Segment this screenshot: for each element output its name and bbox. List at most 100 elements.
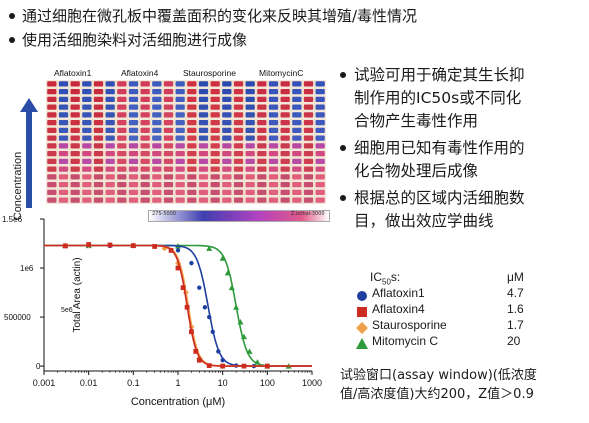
plate-well — [47, 197, 57, 203]
plate-well — [257, 197, 267, 203]
plate-well — [210, 143, 220, 149]
plate-well — [152, 166, 162, 172]
plate-well — [187, 88, 197, 95]
plate-well — [187, 166, 197, 172]
plate-well — [198, 166, 209, 172]
y-tick-label: 5e6 — [61, 307, 73, 314]
plate-well — [257, 189, 267, 196]
circle-marker-icon — [356, 287, 368, 306]
plate-well — [47, 143, 57, 149]
plate-well — [93, 112, 104, 118]
plate-well — [222, 81, 232, 87]
data-point — [130, 243, 136, 249]
plate-well — [233, 189, 244, 196]
plate-well — [210, 104, 220, 110]
right-bullet-3-line-2: 目，做出效应学曲线 — [354, 212, 494, 230]
plate-well — [93, 104, 104, 110]
data-point — [240, 333, 247, 340]
plate-well — [93, 174, 104, 180]
plate-well — [117, 197, 127, 203]
plate-well — [58, 158, 69, 165]
plate-well — [58, 119, 69, 126]
x-tick-label: 0.01 — [80, 378, 98, 388]
bullet-dot — [9, 13, 15, 19]
dose-response-chart: 0.001 0.01 0.1 1 10 100 1000 1.5e6 1e6 500000 0 5e6… — [2, 215, 322, 408]
plate-well — [93, 143, 104, 149]
right-bullet-1-line-3: 合物产生毒性作用 — [354, 112, 479, 130]
plate-well — [47, 96, 57, 103]
plate-well — [163, 174, 174, 180]
plate-well — [128, 174, 139, 180]
plate-well — [210, 119, 220, 126]
plate-well — [152, 96, 162, 103]
x-tick-label: 100 — [260, 378, 275, 388]
y-axis-label: Total Area (actin) — [72, 257, 83, 332]
plate-well — [47, 135, 57, 141]
plate-well — [175, 197, 185, 203]
plate-well — [117, 135, 127, 141]
plate-well — [152, 189, 162, 196]
colorbar-right-label: Z.lethal-3000 — [291, 211, 325, 217]
plate-well — [117, 166, 127, 172]
data-point — [207, 314, 212, 320]
plate-well — [128, 166, 139, 172]
plate-well — [47, 181, 57, 188]
plate-well — [257, 88, 267, 95]
chart-axes — [40, 218, 313, 375]
plate-well — [315, 112, 325, 118]
plate-well — [93, 119, 104, 126]
plate-well — [93, 127, 104, 134]
bottom-note-line-2: 值/高浓度值)大约200，Z值＞0.9 — [340, 387, 534, 402]
plate-well — [268, 88, 279, 95]
plate-well — [210, 181, 220, 188]
plate-well — [257, 112, 267, 118]
top-bullet-1: 通过细胞在微孔板中覆盖面积的变化来反映其增殖/毒性情况 — [22, 7, 418, 25]
plate-well — [233, 150, 244, 157]
plate-well — [222, 112, 232, 118]
plate-well — [315, 150, 325, 157]
plate-well — [233, 197, 244, 203]
plate-well — [233, 127, 244, 134]
plate-well — [292, 81, 302, 87]
bullet-dot — [340, 195, 346, 201]
plate-well — [210, 166, 220, 172]
plate-well — [222, 104, 232, 110]
bottom-note-line-1: 试验窗口(assay window)(低浓度 — [340, 368, 537, 383]
plate-well — [70, 119, 80, 126]
data-point — [220, 358, 225, 363]
square-marker-icon — [356, 303, 368, 322]
diamond-marker-icon — [356, 319, 368, 338]
data-point — [220, 363, 226, 369]
plate-well — [222, 150, 232, 157]
plate-well — [233, 112, 244, 118]
plate-well — [128, 127, 139, 134]
plate-well — [163, 189, 174, 196]
plate-well — [175, 189, 185, 196]
plate-well — [93, 166, 104, 172]
plate-well — [198, 104, 209, 110]
plate-well — [268, 112, 279, 118]
plate-well — [70, 166, 80, 172]
data-point — [264, 363, 270, 369]
data-point — [86, 242, 92, 247]
plate-well — [257, 119, 267, 126]
plate-well — [233, 119, 244, 126]
plate-well — [82, 150, 92, 157]
plate-well — [233, 181, 244, 188]
plate-well — [210, 88, 220, 95]
plate-well — [315, 158, 325, 165]
plate-well — [117, 174, 127, 180]
plate-well — [257, 150, 267, 157]
plate-well — [187, 112, 197, 118]
plate-well — [163, 119, 174, 126]
plate-well — [292, 104, 302, 110]
plate-well — [280, 88, 290, 95]
plate-well — [187, 143, 197, 149]
plate-well — [303, 112, 314, 118]
plate-well — [292, 135, 302, 141]
plate-well — [93, 88, 104, 95]
plate-well — [315, 96, 325, 103]
plate-well — [163, 150, 174, 157]
plate-well — [140, 96, 150, 103]
plate-well — [268, 174, 279, 180]
